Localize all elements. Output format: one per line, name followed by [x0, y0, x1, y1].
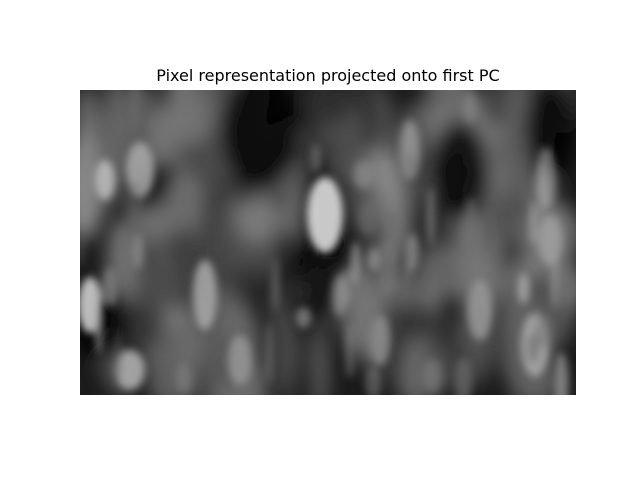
detail-blob-26 [176, 363, 191, 393]
highlight-blob-11 [370, 315, 390, 365]
highlight-blob-10 [228, 335, 252, 385]
detail-blob-28 [463, 197, 478, 252]
texture-blob-139 [493, 132, 516, 172]
detail-blob-5 [380, 199, 387, 225]
detail-blob-8 [112, 330, 123, 388]
texture-blob-97 [80, 126, 102, 242]
texture-blob-114 [165, 90, 217, 145]
detail-blob-37 [344, 323, 355, 379]
detail-blob-12 [353, 162, 373, 189]
detail-blob-4 [95, 300, 103, 354]
chart-title: Pixel representation projected onto firs… [156, 66, 500, 85]
detail-blob-33 [407, 153, 416, 178]
highlight-blob-0 [307, 177, 343, 253]
texture-blob-109 [234, 196, 281, 242]
texture-blob-138 [167, 225, 198, 314]
detail-blob-3 [357, 202, 377, 235]
detail-blob-9 [517, 273, 530, 304]
highlight-blob-3 [193, 260, 217, 330]
detail-blob-36 [365, 367, 382, 395]
texture-blob-136 [135, 202, 169, 243]
detail-blob-22 [485, 209, 493, 257]
detail-blob-11 [463, 90, 477, 123]
highlight-blob-8 [400, 120, 420, 180]
detail-blob-6 [131, 234, 144, 270]
texture-blob-62 [311, 323, 330, 395]
detail-blob-2 [295, 307, 312, 328]
detail-blob-16 [551, 253, 559, 309]
detail-blob-27 [350, 241, 362, 285]
highlight-blob-9 [468, 280, 492, 340]
detail-blob-31 [529, 201, 538, 246]
detail-blob-10 [554, 352, 569, 395]
detail-blob-13 [423, 358, 442, 394]
texture-blob-116 [394, 303, 443, 341]
detail-blob-25 [367, 247, 380, 271]
heatmap-image [80, 90, 576, 395]
texture-blob-77 [161, 173, 204, 248]
highlight-blob-7 [538, 215, 562, 265]
heatmap-detail-layer [80, 90, 569, 395]
detail-blob-23 [526, 332, 540, 364]
dark-patch-4 [525, 90, 575, 180]
detail-blob-0 [534, 313, 554, 349]
detail-blob-19 [332, 275, 348, 316]
detail-blob-35 [80, 230, 85, 267]
detail-blob-39 [536, 146, 556, 209]
dark-patch-0 [220, 90, 300, 190]
detail-blob-34 [266, 322, 273, 384]
detail-blob-1 [454, 357, 473, 395]
heatmap-canvas [80, 90, 576, 395]
detail-blob-18 [130, 90, 140, 133]
texture-blob-129 [319, 90, 355, 123]
highlight-blob-4 [115, 350, 145, 390]
detail-blob-38 [311, 143, 321, 174]
detail-blob-20 [102, 267, 118, 307]
texture-blob-85 [278, 308, 297, 395]
detail-blob-21 [386, 212, 402, 235]
dark-patch-3 [430, 120, 490, 220]
texture-blob-93 [151, 106, 175, 170]
detail-blob-32 [426, 187, 436, 246]
detail-blob-15 [272, 258, 279, 312]
detail-blob-24 [405, 233, 419, 272]
texture-blob-113 [419, 244, 470, 298]
detail-blob-14 [377, 240, 397, 296]
detail-blob-29 [124, 181, 144, 224]
highlight-blob-2 [95, 160, 115, 200]
